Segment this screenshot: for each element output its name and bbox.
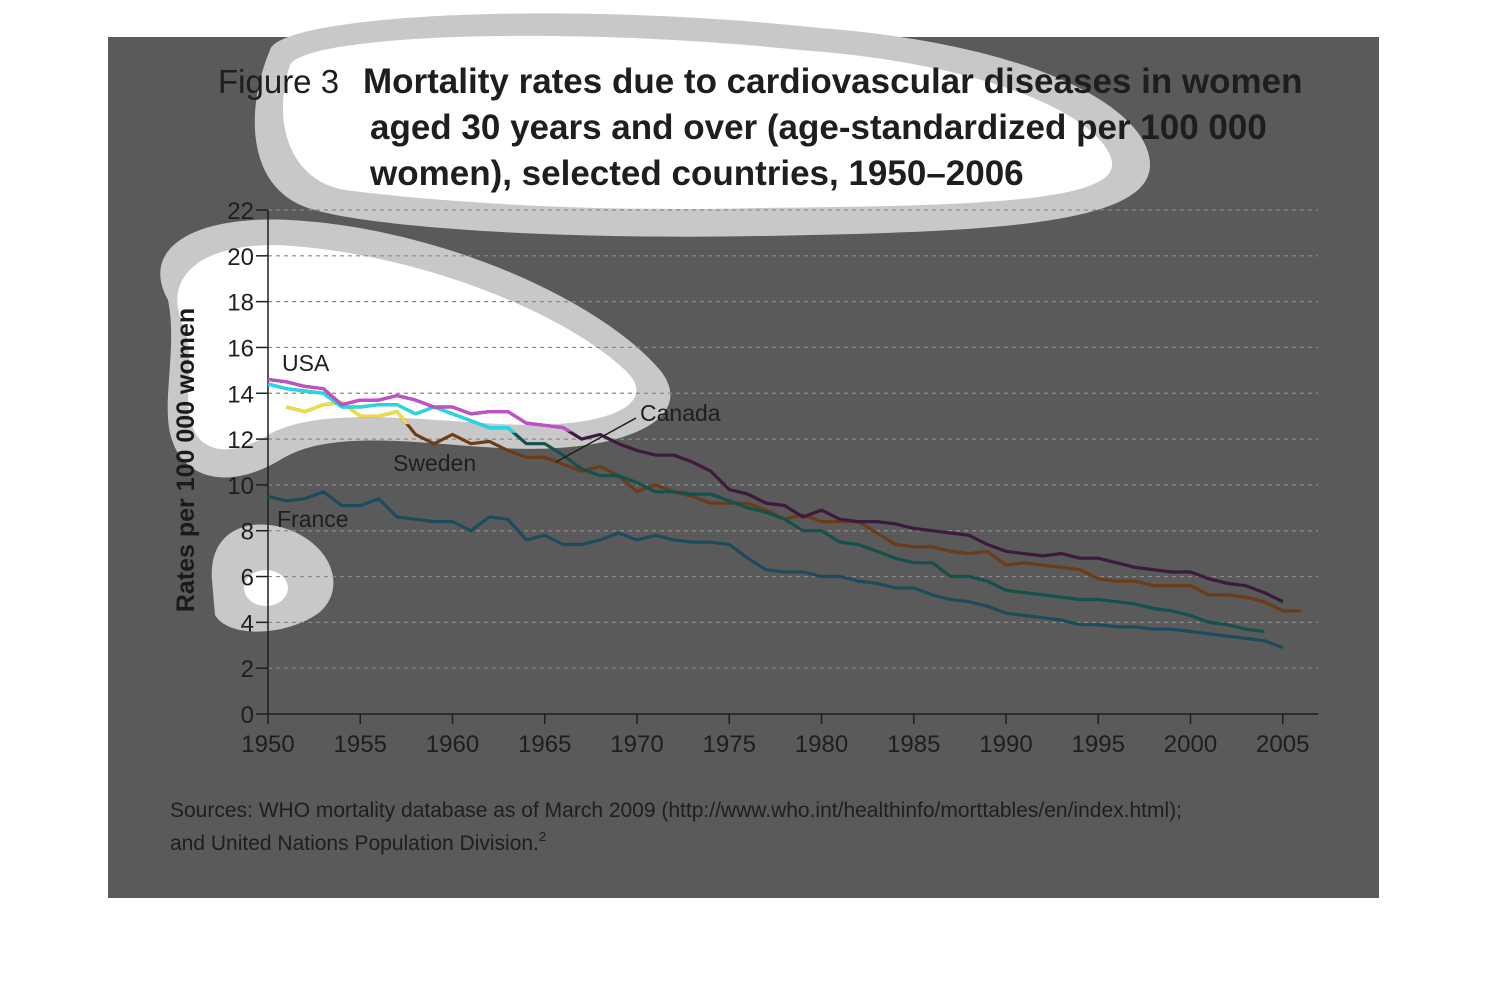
source-footnote: 2 [539, 829, 546, 844]
source-line-2-text: and United Nations Population Division. [170, 832, 539, 855]
y-tick-label-0: 0 [241, 702, 254, 729]
title-line-1: Mortality rates due to cardiovascular di… [363, 62, 1303, 101]
series-label-sweden: Sweden [393, 450, 476, 476]
title-line-3: women), selected countries, 1950–2006 [369, 154, 1024, 193]
gridlines [268, 209, 1318, 669]
y-tick-label-12: 12 [227, 427, 254, 454]
x-tick-label-2000: 2000 [1164, 731, 1217, 758]
x-tick-label-1960: 1960 [426, 731, 479, 758]
y-tick-label-4: 4 [241, 610, 254, 637]
series-highlight-line-usa [267, 377, 643, 457]
series-line-sweden [286, 400, 1302, 613]
y-tick-label-22: 22 [227, 198, 254, 225]
x-tick-label-1975: 1975 [703, 731, 756, 758]
x-tick-label-1980: 1980 [795, 731, 848, 758]
y-tick-label-10: 10 [227, 473, 254, 500]
chart-title: Figure 3 Mortality rates due to cardiova… [218, 62, 1303, 193]
series-highlight-usa [267, 377, 643, 457]
source-note: Sources: WHO mortality database as of Ma… [170, 799, 1182, 855]
y-tick-label-20: 20 [227, 244, 254, 271]
title-line-2: aged 30 years and over (age-standardized… [370, 108, 1267, 147]
y-tick-label-14: 14 [227, 381, 254, 408]
y-axis-ticks: 0 2 4 6 8 10 12 14 16 18 20 22 [227, 198, 268, 729]
x-tick-label-1950: 1950 [241, 731, 294, 758]
series-labels: USA Canada Sweden France [277, 350, 721, 532]
series-line-france [267, 490, 1284, 650]
figure-label: Figure 3 [218, 63, 339, 100]
axes [267, 210, 1318, 715]
series-lines [267, 377, 1302, 650]
canada-leader-line [555, 417, 637, 463]
x-tick-label-1990: 1990 [979, 731, 1032, 758]
x-tick-label-1970: 1970 [610, 731, 663, 758]
y-axis-label: Rates per 100 000 women [172, 308, 200, 612]
series-label-canada: Canada [640, 400, 721, 426]
glare-overlay [160, 13, 1151, 632]
y-tick-label-18: 18 [227, 290, 254, 317]
x-tick-label-1985: 1985 [887, 731, 940, 758]
source-line-2: and United Nations Population Division.2 [170, 829, 546, 855]
x-tick-label-2005: 2005 [1256, 731, 1309, 758]
y-tick-label-16: 16 [227, 335, 254, 362]
x-tick-label-1995: 1995 [1072, 731, 1125, 758]
x-tick-label-1965: 1965 [518, 731, 571, 758]
x-tick-label-1955: 1955 [334, 731, 387, 758]
series-label-france: France [277, 506, 349, 532]
series-label-usa: USA [282, 350, 330, 376]
y-tick-label-8: 8 [241, 519, 254, 546]
y-tick-label-6: 6 [241, 565, 254, 592]
source-line-1: Sources: WHO mortality database as of Ma… [170, 799, 1182, 822]
y-tick-label-2: 2 [241, 656, 254, 683]
x-axis-ticks: 1950 1955 1960 1965 1970 1975 1980 1985 1990 1995… [241, 714, 1309, 758]
